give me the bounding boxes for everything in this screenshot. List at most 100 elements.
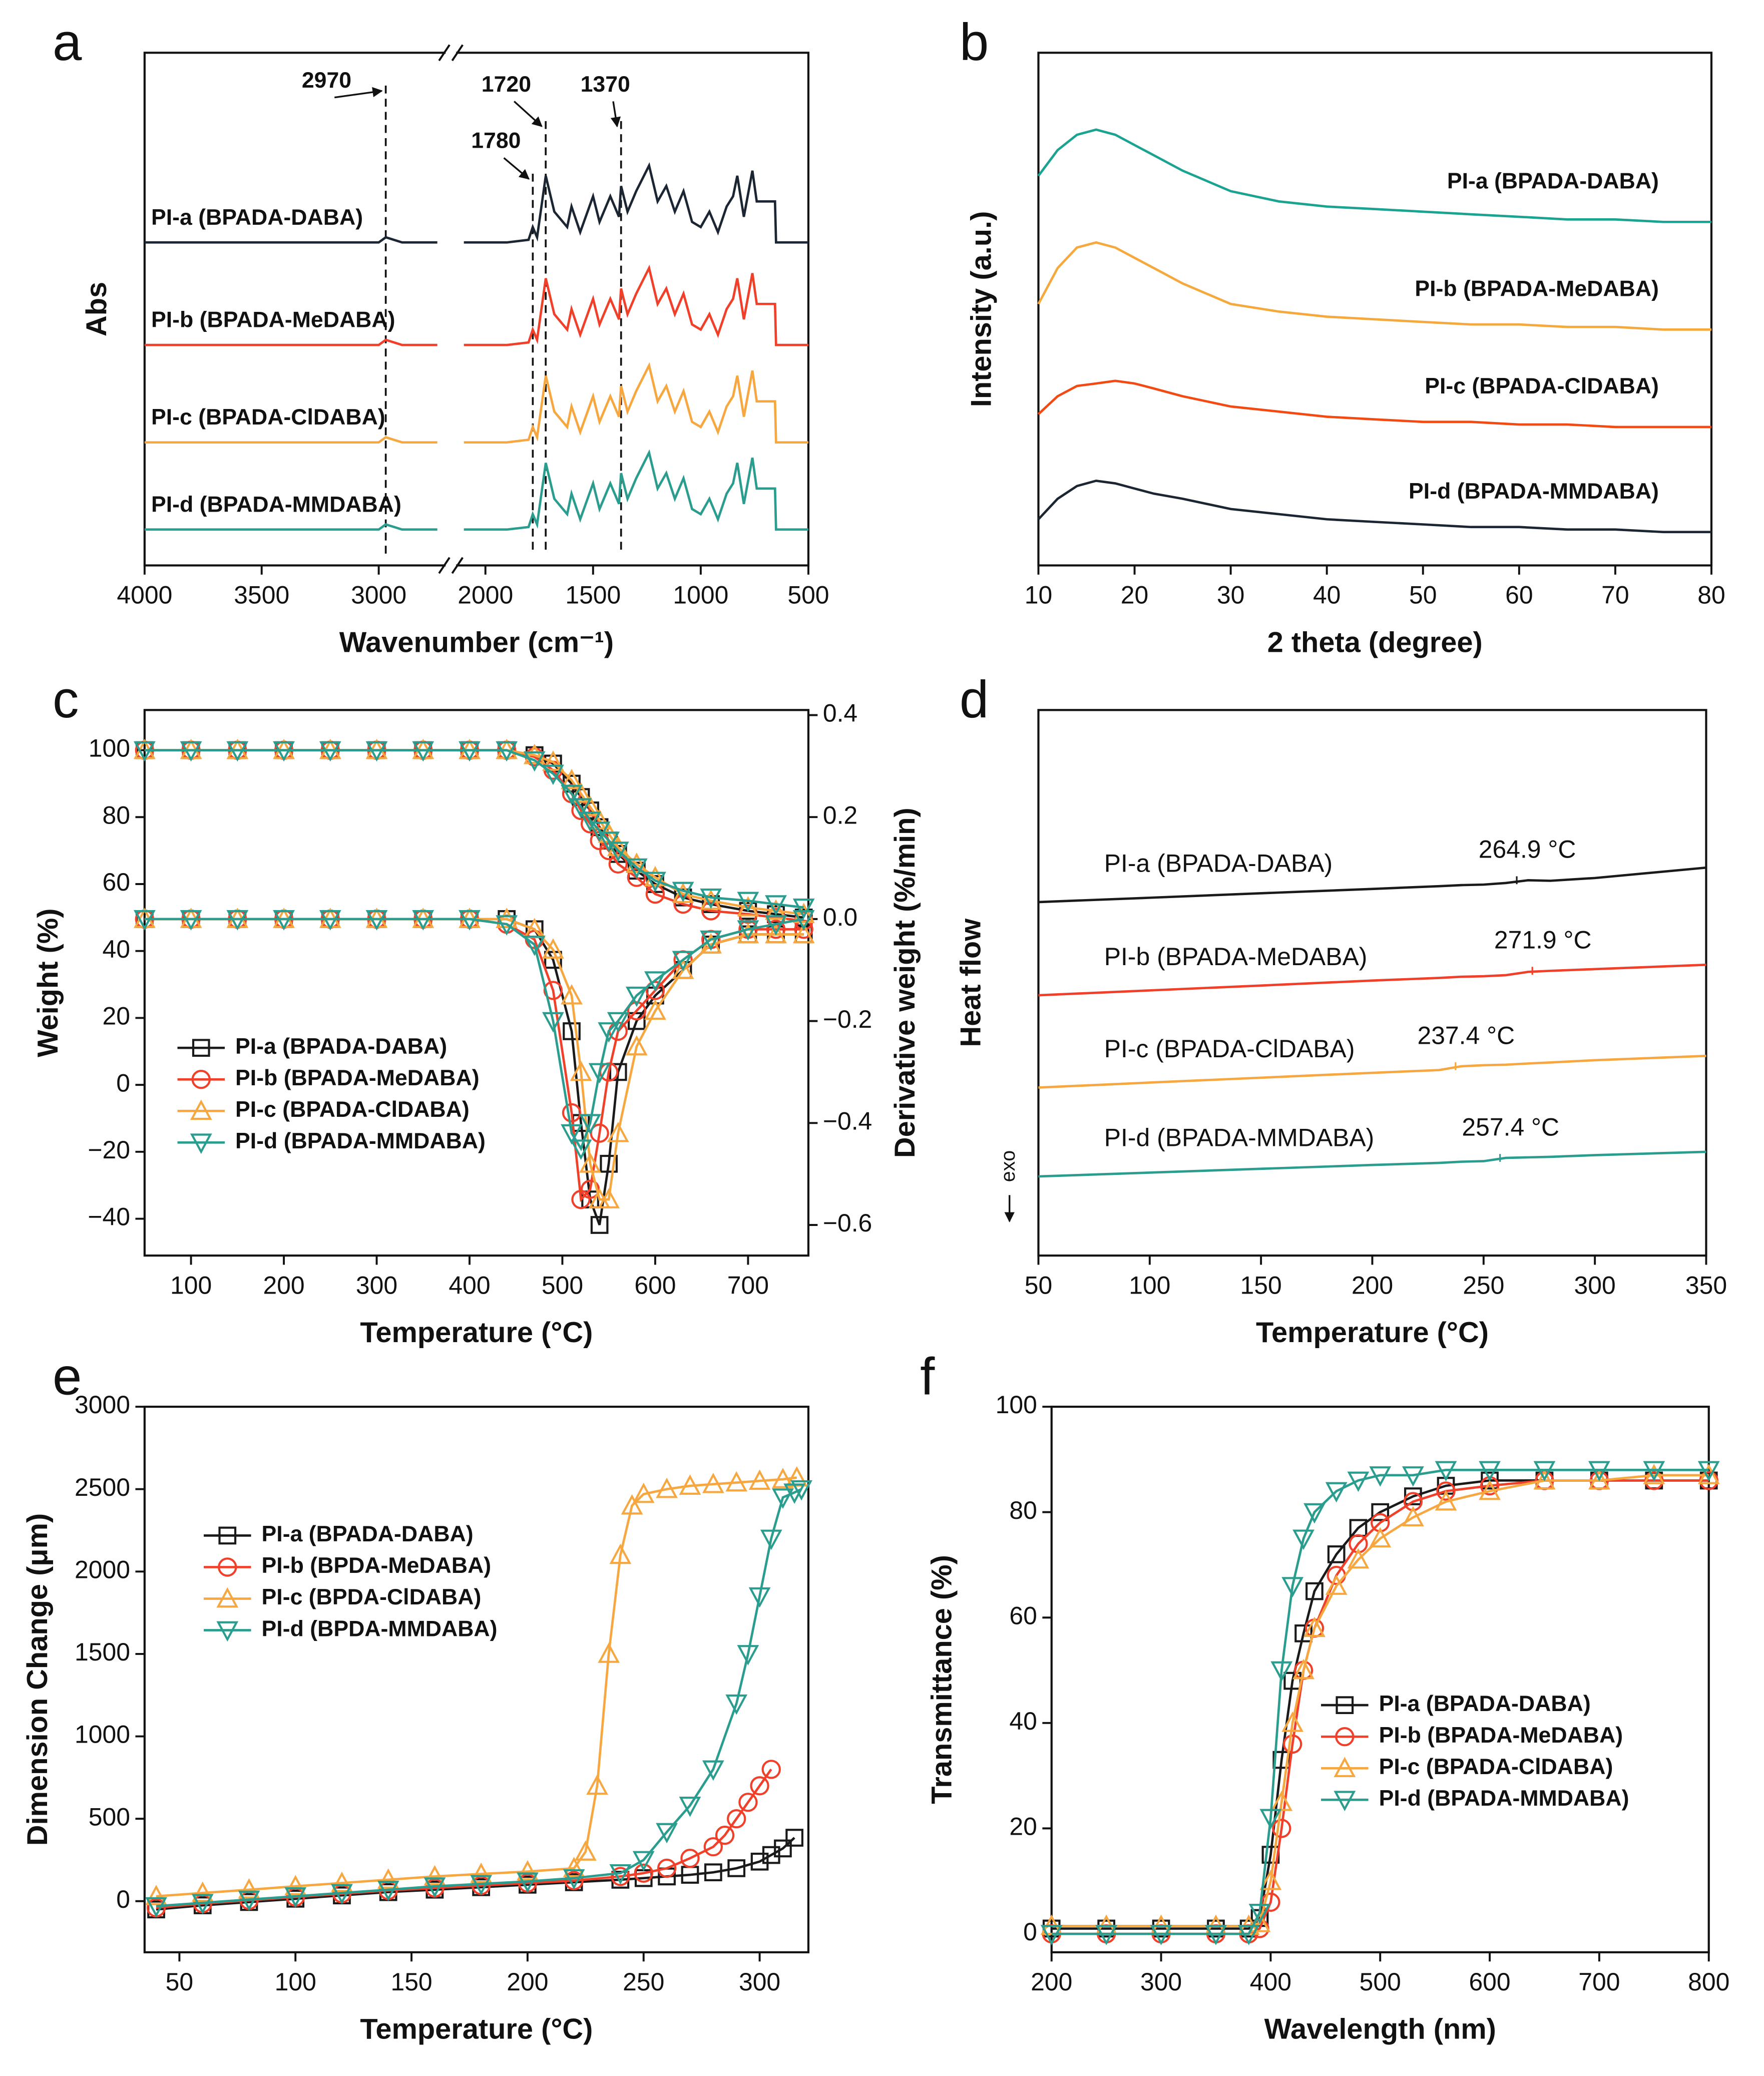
- x-tick-label: 50: [166, 1968, 193, 1996]
- legend-label: PI-d (BPDA-MMDABA): [262, 1616, 498, 1641]
- marker: [1533, 1469, 1556, 1490]
- marker: [632, 1851, 655, 1872]
- marker: [1371, 1503, 1390, 1521]
- marker: [766, 920, 786, 939]
- marker: [700, 930, 722, 951]
- axis-break: [451, 557, 464, 574]
- plot-frame: [1037, 709, 1707, 1257]
- marker: [621, 1494, 643, 1515]
- marker: [523, 743, 546, 764]
- marker: [792, 898, 815, 919]
- marker: [190, 1133, 212, 1154]
- marker: [563, 1022, 581, 1040]
- marker: [762, 1846, 780, 1864]
- marker: [1327, 1545, 1346, 1563]
- marker: [561, 784, 583, 805]
- marker: [760, 1529, 782, 1550]
- series-line: [1051, 1474, 1709, 1927]
- series-label: PI-a (BPADA-DABA): [151, 205, 363, 230]
- marker: [238, 1878, 260, 1899]
- marker: [645, 981, 665, 1000]
- x-tick-label: 100: [170, 1271, 212, 1299]
- series-label: PI-c (BPADA-ClDABA): [1104, 1035, 1355, 1063]
- x-tick-label: 1500: [565, 581, 621, 609]
- marker: [765, 915, 787, 936]
- series-line: [1037, 128, 1711, 223]
- marker: [1697, 1461, 1720, 1482]
- marker: [226, 741, 249, 762]
- legend-label: PI-b (BPDA-MeDABA): [262, 1553, 492, 1578]
- marker: [579, 1114, 601, 1135]
- series-line: [156, 1488, 802, 1908]
- marker: [598, 832, 620, 852]
- x-axis-label: Wavenumber (cm⁻¹): [339, 626, 614, 658]
- marker: [284, 1875, 307, 1895]
- x-tick-label: 300: [1574, 1271, 1616, 1299]
- marker: [702, 1473, 724, 1493]
- series-line: [144, 918, 804, 1202]
- x-tick-label: 700: [727, 1271, 769, 1299]
- marker: [590, 1216, 609, 1234]
- marker: [563, 1857, 585, 1877]
- x-tick-label: 250: [1463, 1271, 1504, 1299]
- marker: [761, 1760, 781, 1779]
- marker: [701, 901, 721, 921]
- marker: [679, 1474, 701, 1495]
- x-tick-label: 300: [739, 1968, 780, 1996]
- x-axis-label: Temperature (°C): [1256, 1317, 1489, 1349]
- marker: [542, 1012, 564, 1033]
- marker: [1402, 1506, 1424, 1527]
- marker: [570, 1139, 592, 1160]
- x-axis-label: 2 theta (degree): [1267, 626, 1483, 658]
- y-tick-label: 60: [102, 868, 130, 896]
- marker: [625, 858, 648, 879]
- series-line: [1038, 1054, 1706, 1089]
- arrow: [334, 87, 383, 99]
- marker: [607, 842, 629, 862]
- marker: [672, 958, 694, 979]
- legend-label: PI-b (BPADA-MeDABA): [1379, 1723, 1623, 1748]
- y-tick-label: 80: [1009, 1496, 1037, 1524]
- marker-line-label: 2970: [302, 68, 351, 93]
- marker: [218, 1557, 237, 1577]
- x-tick-label: 30: [1217, 581, 1244, 609]
- series-line: [144, 264, 808, 346]
- marker: [523, 751, 546, 772]
- marker: [1248, 1904, 1271, 1924]
- x-tick-label: 50: [1409, 581, 1437, 609]
- y-tick-label: 0: [116, 1885, 130, 1913]
- marker: [561, 1124, 583, 1145]
- series-label: PI-a (BPADA-DABA): [1104, 850, 1333, 878]
- marker: [790, 1480, 812, 1501]
- y-tick-label: −40: [88, 1203, 130, 1231]
- marker: [459, 910, 481, 931]
- y-tick-label: 100: [89, 734, 130, 762]
- legend-label: PI-c (BPADA-ClDABA): [235, 1097, 470, 1122]
- marker: [1588, 1469, 1610, 1490]
- x-tick-label: 300: [356, 1271, 397, 1299]
- marker: [331, 1884, 353, 1905]
- y-tick-label: 1000: [75, 1721, 130, 1749]
- y-tick-label: 60: [1009, 1601, 1037, 1629]
- series-line: [144, 749, 804, 909]
- marker: [238, 1890, 260, 1911]
- y-axis-label: Heat flow: [955, 918, 987, 1047]
- marker: [377, 1880, 399, 1901]
- marker: [517, 1872, 539, 1893]
- marker: [673, 894, 693, 914]
- series-line: [1038, 963, 1706, 997]
- marker: [570, 798, 592, 819]
- marker: [1435, 1461, 1457, 1482]
- marker: [1643, 1461, 1665, 1482]
- marker: [625, 986, 648, 1007]
- marker: [679, 1796, 701, 1817]
- marker: [1436, 1481, 1456, 1501]
- series-line: [1038, 866, 1706, 904]
- marker: [792, 910, 815, 931]
- y-tick-label: 20: [1009, 1813, 1037, 1841]
- x-tick-label: 600: [634, 1271, 676, 1299]
- marker: [609, 1063, 627, 1081]
- series-line: [144, 362, 808, 444]
- marker: [634, 1863, 653, 1883]
- x-tick-label: 200: [507, 1968, 548, 1996]
